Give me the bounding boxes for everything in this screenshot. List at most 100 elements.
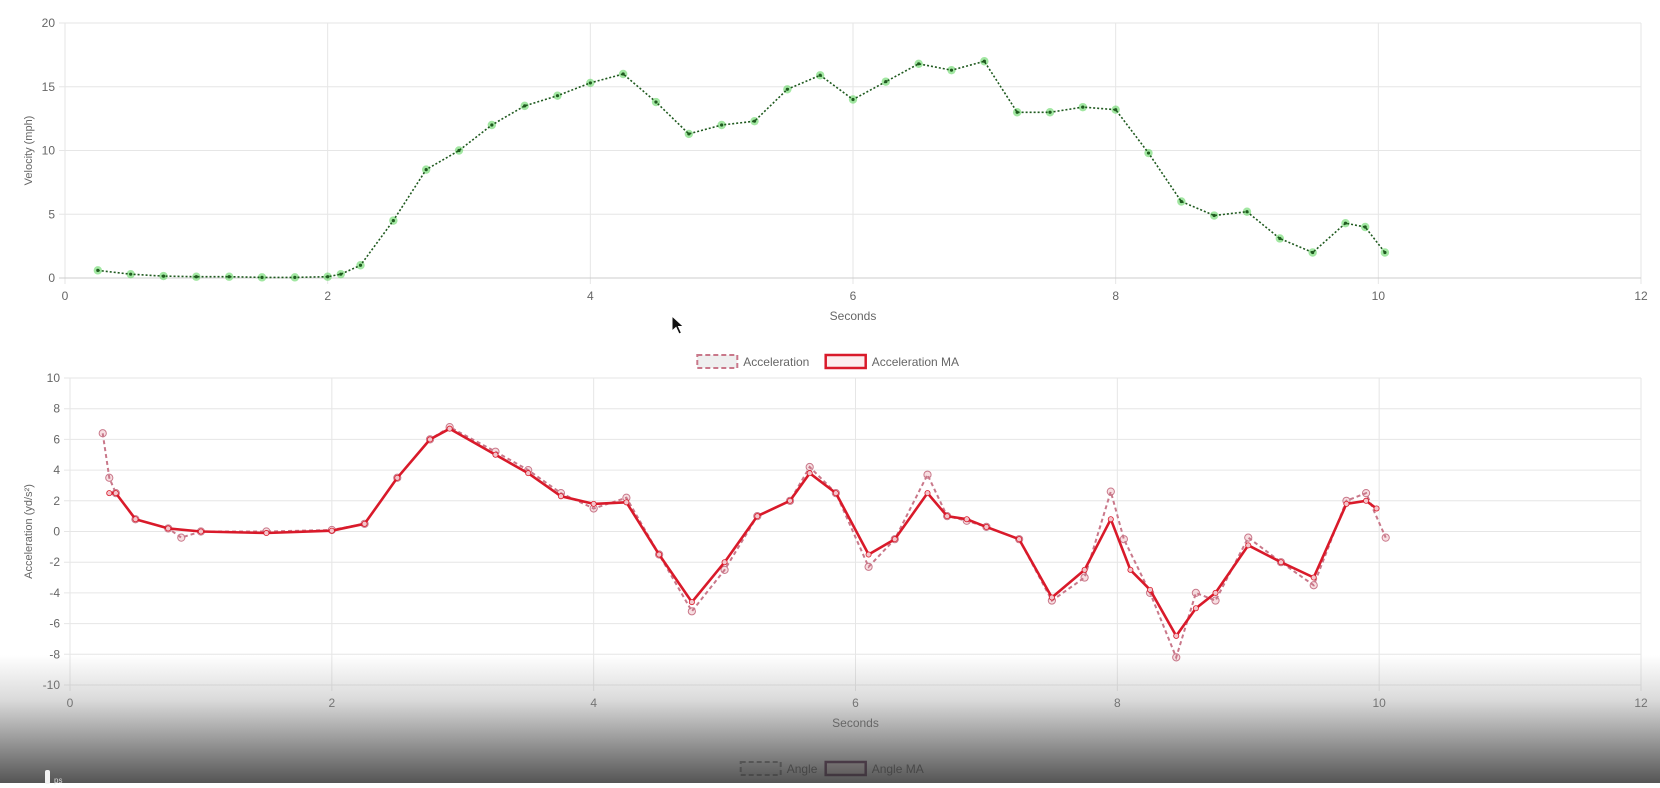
legend-label: Angle xyxy=(787,762,818,776)
x-tick-label: 4 xyxy=(590,696,597,710)
y-tick-label: -6 xyxy=(49,617,60,631)
data-point-core xyxy=(490,123,494,127)
data-point xyxy=(983,523,990,530)
legend-label: Angle MA xyxy=(872,762,924,776)
x-tick-label: 8 xyxy=(1112,289,1119,303)
data-point-core xyxy=(161,274,166,278)
y-axis-label: Acceleration (yd/s²) xyxy=(23,484,35,579)
data-point-core xyxy=(1114,108,1118,112)
data-point xyxy=(394,474,401,481)
data-point xyxy=(1127,566,1134,573)
y-tick-label: 10 xyxy=(42,144,56,158)
data-point-core xyxy=(884,80,888,84)
x-tick-label: 6 xyxy=(852,696,859,710)
y-tick-label: 2 xyxy=(53,494,60,508)
data-point-core xyxy=(326,275,330,279)
data-point xyxy=(963,516,970,523)
data-point xyxy=(1310,574,1317,581)
data-point xyxy=(1173,632,1180,639)
data-point xyxy=(1373,505,1380,512)
x-tick-label: 0 xyxy=(62,289,69,303)
data-point xyxy=(656,551,663,558)
data-point-core xyxy=(982,59,986,63)
video-scrubber-handle[interactable] xyxy=(45,770,50,784)
data-point xyxy=(1081,566,1088,573)
data-point xyxy=(923,470,932,479)
x-tick-label: 2 xyxy=(328,696,335,710)
data-point-core xyxy=(851,97,855,102)
data-point xyxy=(924,490,931,497)
data-point-core xyxy=(194,275,198,279)
y-tick-label: 8 xyxy=(53,402,60,416)
data-point xyxy=(721,559,728,566)
y-tick-label: -8 xyxy=(49,647,60,661)
data-point xyxy=(1343,500,1350,507)
data-point xyxy=(1245,542,1252,549)
legend-label: Acceleration xyxy=(743,355,809,369)
legend-label: Acceleration MA xyxy=(872,355,959,369)
data-point-core xyxy=(1212,213,1216,218)
data-point xyxy=(1363,497,1370,504)
x-tick-label: 8 xyxy=(1114,696,1121,710)
data-point xyxy=(446,425,453,432)
x-tick-label: 6 xyxy=(850,289,857,303)
data-point xyxy=(623,499,630,506)
series-acceleration xyxy=(98,423,1390,662)
data-point-core xyxy=(720,123,724,127)
data-point xyxy=(1192,605,1199,612)
x-tick-label: 2 xyxy=(324,289,331,303)
data-point xyxy=(944,513,951,520)
y-tick-label: 5 xyxy=(48,207,55,221)
data-point xyxy=(106,490,113,497)
data-point xyxy=(1016,536,1023,543)
data-point-core xyxy=(555,94,560,98)
data-point-core xyxy=(1245,210,1249,214)
data-point-core xyxy=(1081,105,1085,109)
y-tick-label: -10 xyxy=(43,678,61,692)
chart-acceleration: 0 2 4 6 8 10 12 -10 -8 -6 -4 -2 0 2 4 6 8 10 Seconds Accele… xyxy=(23,371,1648,730)
data-point xyxy=(787,497,794,504)
x-axis-label: Seconds xyxy=(832,716,879,730)
y-tick-label: 0 xyxy=(53,525,60,539)
x-tick-label: 12 xyxy=(1634,289,1648,303)
data-point-core xyxy=(1146,151,1151,155)
data-point xyxy=(688,599,695,606)
data-point-core xyxy=(260,275,264,279)
chart-velocity: 0 2 4 6 8 10 12 0 5 10 15 20 Seconds Velocity (mph) xyxy=(23,16,1648,323)
data-point-core xyxy=(96,268,100,272)
series-acceleration-ma xyxy=(106,425,1380,639)
data-point xyxy=(832,490,839,497)
data-point xyxy=(557,493,564,500)
data-point-core xyxy=(293,275,297,279)
y-tick-label: 10 xyxy=(47,371,61,385)
data-point xyxy=(525,470,532,477)
y-tick-label: 20 xyxy=(42,16,56,30)
data-point xyxy=(1381,533,1390,542)
data-point xyxy=(1147,586,1154,593)
data-point xyxy=(1191,588,1200,598)
mouse-cursor-icon xyxy=(671,315,685,335)
data-point-core xyxy=(1343,221,1348,225)
data-point-core xyxy=(339,272,343,276)
data-point-core xyxy=(654,100,658,104)
series-line xyxy=(97,60,1386,279)
data-point xyxy=(328,527,335,534)
data-point-core xyxy=(523,104,527,108)
data-point-core xyxy=(588,81,592,85)
y-tick-label: -4 xyxy=(49,586,60,600)
grid xyxy=(59,22,1642,284)
data-point xyxy=(754,513,761,520)
data-point xyxy=(361,520,368,527)
data-point-core xyxy=(687,132,691,136)
y-tick-label: 15 xyxy=(42,80,56,94)
y-tick-label: 4 xyxy=(53,463,60,477)
data-point-core xyxy=(621,72,625,76)
data-point xyxy=(891,536,898,543)
series-velocity xyxy=(93,57,1390,282)
grid xyxy=(64,377,1642,691)
data-point xyxy=(165,525,172,532)
data-point-core xyxy=(1015,110,1019,114)
data-point-core xyxy=(917,62,921,66)
